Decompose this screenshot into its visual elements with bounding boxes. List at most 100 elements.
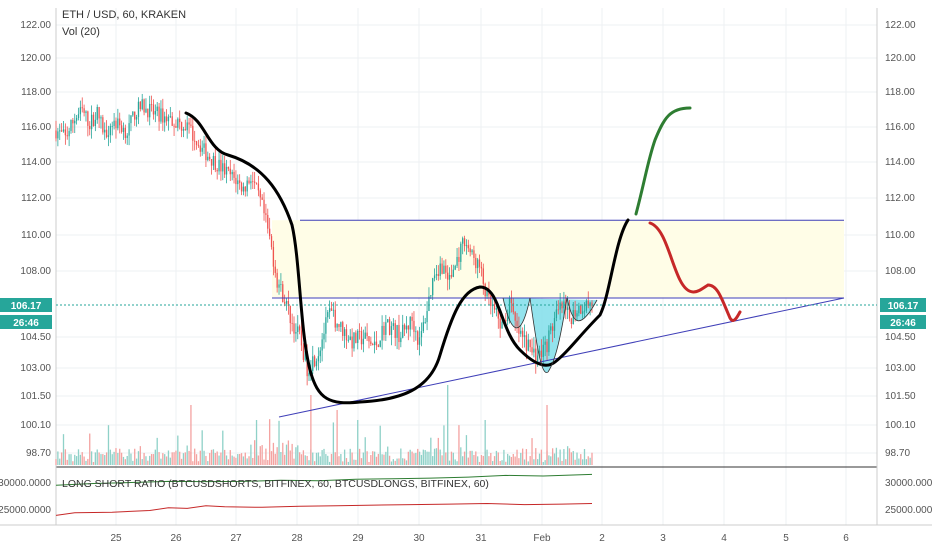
volume-bar	[572, 451, 574, 465]
volume-bar	[503, 449, 505, 465]
drawn-annotations	[56, 106, 877, 418]
price-tag-left	[0, 298, 52, 312]
volume-bar	[343, 449, 346, 465]
candle-body	[89, 125, 91, 130]
price-tick-right: 100.10	[885, 420, 916, 431]
candle-body	[336, 324, 338, 328]
ratio-line-red	[55, 502, 593, 516]
volume-bar	[83, 456, 85, 465]
volume-bar	[484, 420, 486, 465]
candle-body	[233, 171, 235, 178]
freehand-path-green[interactable]	[634, 106, 692, 216]
volume-bar	[441, 455, 443, 465]
candle-body	[475, 257, 477, 269]
symbol-legend[interactable]: ETH / USD, 60, KRAKEN	[62, 9, 187, 21]
candle-body	[553, 318, 556, 331]
volume-bar	[255, 420, 258, 465]
volume-bar	[149, 455, 151, 465]
freehand-path-black[interactable]	[184, 111, 630, 405]
candle-body	[467, 245, 469, 249]
candle-body	[77, 114, 80, 118]
candle-body	[180, 122, 183, 131]
volume-bar	[182, 453, 185, 465]
volume-bar	[246, 458, 248, 465]
price-axes[interactable]: 122.00 122.00 120.00 120.00 118.00 118.00 116.…	[0, 20, 932, 516]
candle-body	[225, 166, 228, 175]
volume-bar	[270, 451, 273, 465]
volume-bar	[186, 445, 188, 465]
candle-body	[291, 323, 293, 324]
time-tick: Feb	[533, 533, 551, 544]
volume-bar	[64, 449, 67, 465]
volume-bar	[531, 438, 533, 465]
volume-bar	[413, 453, 415, 465]
volume-bar	[212, 449, 215, 465]
volume-bar	[362, 452, 365, 465]
candle-body	[252, 181, 254, 183]
candle-body	[525, 335, 528, 351]
volume-bar	[229, 450, 231, 465]
volume-bar	[105, 452, 108, 465]
time-tick: 3	[660, 533, 666, 544]
volume-bar	[231, 455, 233, 465]
candle-body	[156, 106, 158, 112]
volume-bar	[450, 451, 453, 465]
left-shoulder-outline	[502, 297, 531, 329]
volume-bar	[239, 454, 241, 465]
freehand-path-red[interactable]	[648, 221, 742, 322]
time-tick: 30	[413, 533, 425, 544]
candle-body	[227, 166, 230, 169]
volume-bar	[418, 451, 421, 465]
candle-body	[514, 312, 516, 321]
volume-bar	[330, 453, 333, 465]
candle-body	[505, 319, 507, 322]
volume-bar	[120, 452, 123, 465]
volume-bar	[360, 458, 363, 465]
candle-body	[557, 309, 559, 311]
candle-body	[486, 291, 488, 297]
candle-body	[456, 256, 458, 266]
time-tick: 31	[475, 533, 487, 544]
price-tick-left: 103.00	[20, 363, 51, 374]
volume-bar	[124, 459, 126, 465]
volume-bar	[396, 458, 398, 465]
volume-bar	[240, 453, 243, 465]
volume-bar	[150, 453, 153, 465]
candle-body	[334, 309, 336, 328]
candle-body	[261, 197, 263, 200]
price-tick-right: 110.00	[885, 230, 915, 241]
volume-bar	[499, 461, 501, 465]
price-tick-right: 120.00	[885, 53, 916, 64]
volume-bar	[272, 442, 275, 465]
candle-body	[75, 117, 78, 121]
indicator-legend[interactable]: LONG SHORT RATIO (BTCUSDSHORTS, BITFINEX…	[62, 478, 489, 490]
countdown-value: 26:46	[13, 318, 39, 329]
volume-bar	[328, 461, 331, 465]
price-tick-right: 103.00	[885, 363, 916, 374]
candle-body	[109, 126, 112, 136]
candle-body	[152, 104, 155, 115]
candle-body	[437, 274, 439, 276]
candle-body	[149, 103, 151, 118]
volume-bar	[508, 455, 511, 465]
price-tick-right: 108.00	[885, 266, 916, 277]
candle-body	[574, 310, 576, 317]
volume-bar	[282, 442, 284, 465]
candle-body	[278, 284, 280, 288]
volume-legend[interactable]: Vol (20)	[62, 26, 100, 38]
time-axis[interactable]: 25 26 27 28 29 30 31 Feb 2 3 4 5 6	[110, 533, 849, 544]
volume-bar	[490, 453, 492, 465]
candle-body	[162, 108, 164, 123]
volume-bar	[233, 456, 235, 465]
candle-body	[175, 126, 177, 128]
volume-bar	[392, 459, 394, 465]
volume-bar	[79, 454, 82, 465]
candle-body	[325, 317, 327, 334]
volume-bar	[184, 452, 186, 465]
candle-body	[184, 129, 186, 131]
volume-bar	[462, 456, 464, 465]
candle-body	[328, 308, 331, 313]
volume-bar	[583, 449, 586, 465]
candle-body	[298, 326, 301, 331]
